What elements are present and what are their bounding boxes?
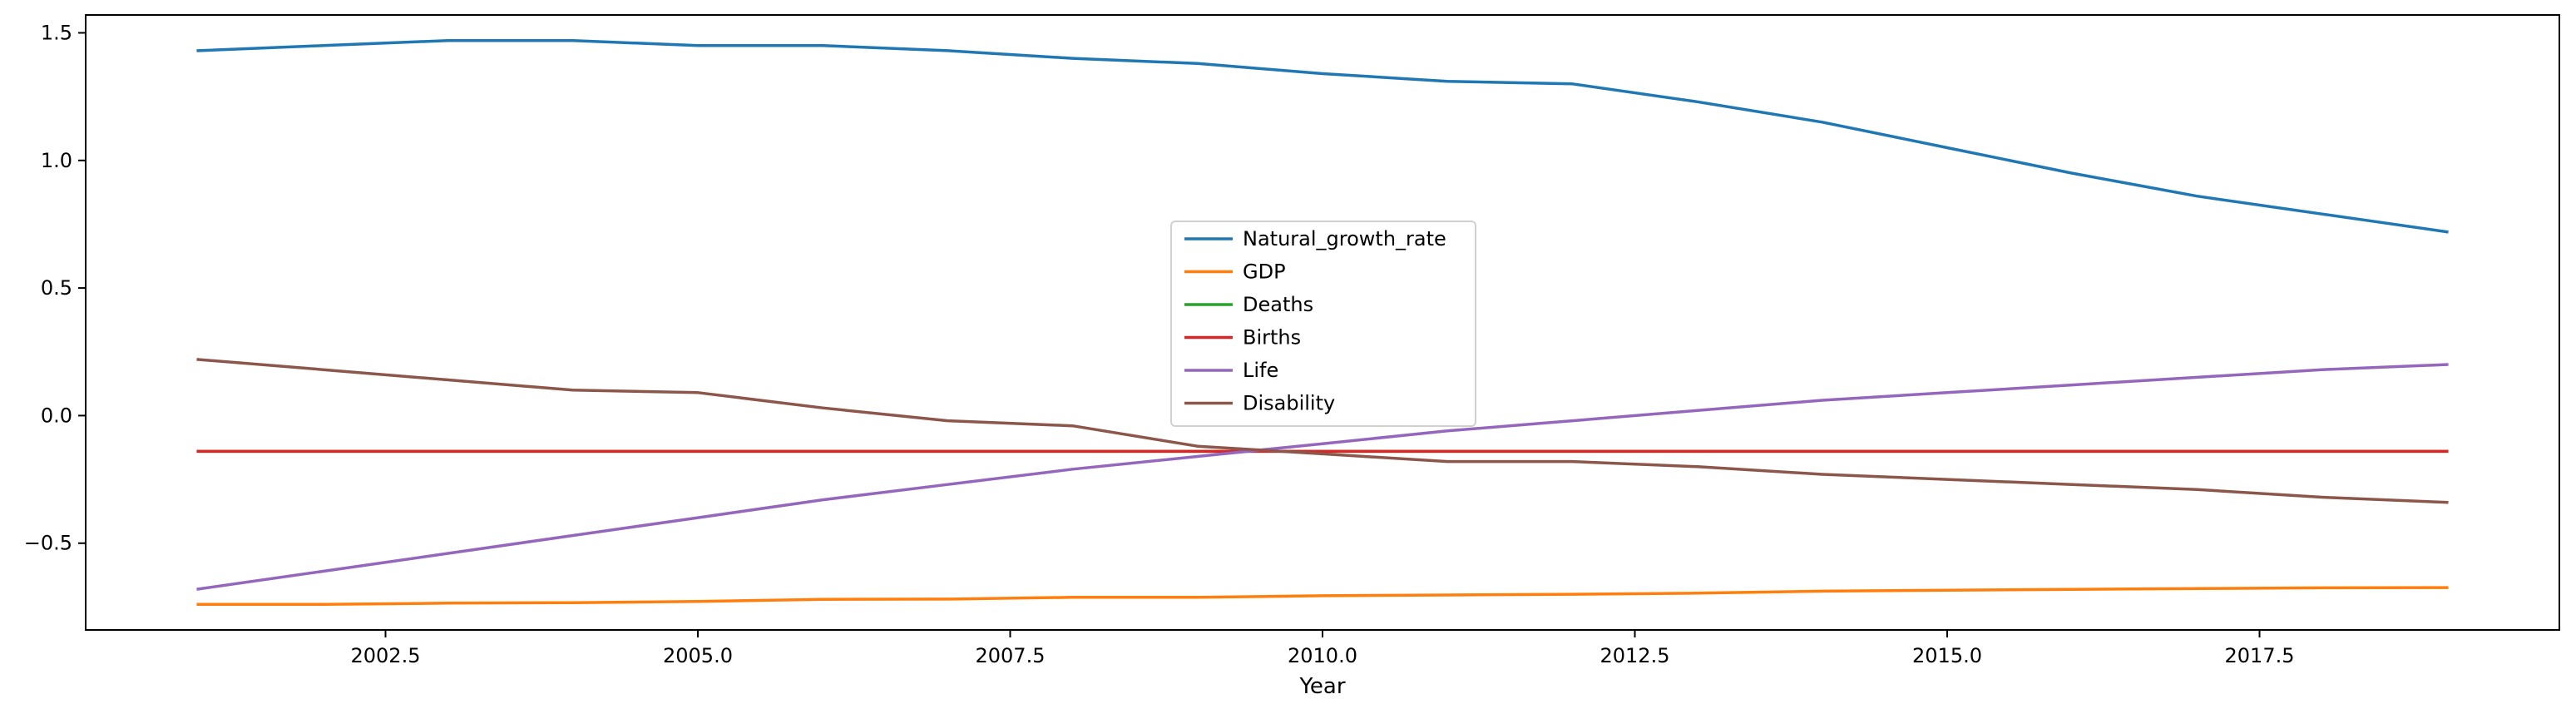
x-tick-label: 2010.0 [1288,644,1357,667]
legend-box [1170,221,1476,427]
legend-label-life: Life [1243,359,1278,382]
y-tick-label: 0.0 [41,404,72,427]
legend-label-disability: Disability [1243,392,1335,415]
series-line-disability [196,358,2449,504]
legend-label-deaths: Deaths [1243,293,1313,316]
series-line-natural-growth-rate [196,38,2449,234]
series-line-gdp [196,586,2449,607]
y-tick-label: 0.5 [41,276,72,300]
x-axis-label: Year [1298,674,1345,699]
series-line-life [196,363,2449,591]
y-tick-label: 1.5 [41,21,72,44]
x-tick-label: 2002.5 [350,644,420,667]
axes-frame [85,14,2560,631]
x-axis: 2002.5 2005.0 2007.5 2010.0 2012.5 2015.0 2017… [350,630,2295,667]
x-tick-label: 2015.0 [1912,644,1982,667]
y-tick-label: −0.5 [24,532,72,555]
series-lines [196,38,2449,607]
x-tick-label: 2007.5 [976,644,1046,667]
x-tick-label: 2017.5 [2225,644,2295,667]
legend-label-natural-growth-rate: Natural_growth_rate [1243,227,1446,250]
legend-label-gdp: GDP [1243,260,1286,284]
y-axis: −0.5 0.0 0.5 1.0 1.5 [24,21,86,555]
legend-entries: Natural_growth_rate GDP Deaths Births Life Di… [1184,227,1446,415]
legend: Natural_growth_rate GDP Deaths Births Life Di… [1170,221,1476,427]
x-tick-label: 2012.5 [1600,644,1670,667]
y-tick-label: 1.0 [41,149,72,172]
legend-label-births: Births [1243,326,1301,350]
x-tick-label: 2005.0 [663,644,733,667]
